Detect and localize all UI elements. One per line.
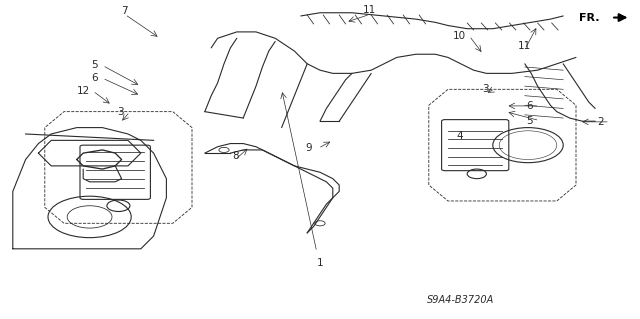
Text: 6: 6	[92, 73, 98, 83]
Text: 4: 4	[456, 130, 463, 141]
Text: 2: 2	[597, 117, 604, 127]
Text: 10: 10	[453, 31, 466, 41]
Text: 6: 6	[527, 101, 533, 111]
Text: 9: 9	[305, 143, 312, 153]
Text: 7: 7	[122, 6, 128, 16]
Text: 11: 11	[364, 5, 376, 15]
Text: S9A4-B3720A: S9A4-B3720A	[427, 295, 495, 305]
Text: 5: 5	[92, 60, 98, 70]
Text: 5: 5	[527, 115, 533, 126]
Text: 11: 11	[518, 41, 531, 51]
Text: FR.: FR.	[579, 12, 600, 23]
Text: 1: 1	[317, 258, 323, 268]
Text: 3: 3	[482, 84, 488, 94]
Text: 12: 12	[77, 86, 90, 96]
Text: 8: 8	[232, 151, 239, 161]
Text: 3: 3	[117, 107, 124, 117]
